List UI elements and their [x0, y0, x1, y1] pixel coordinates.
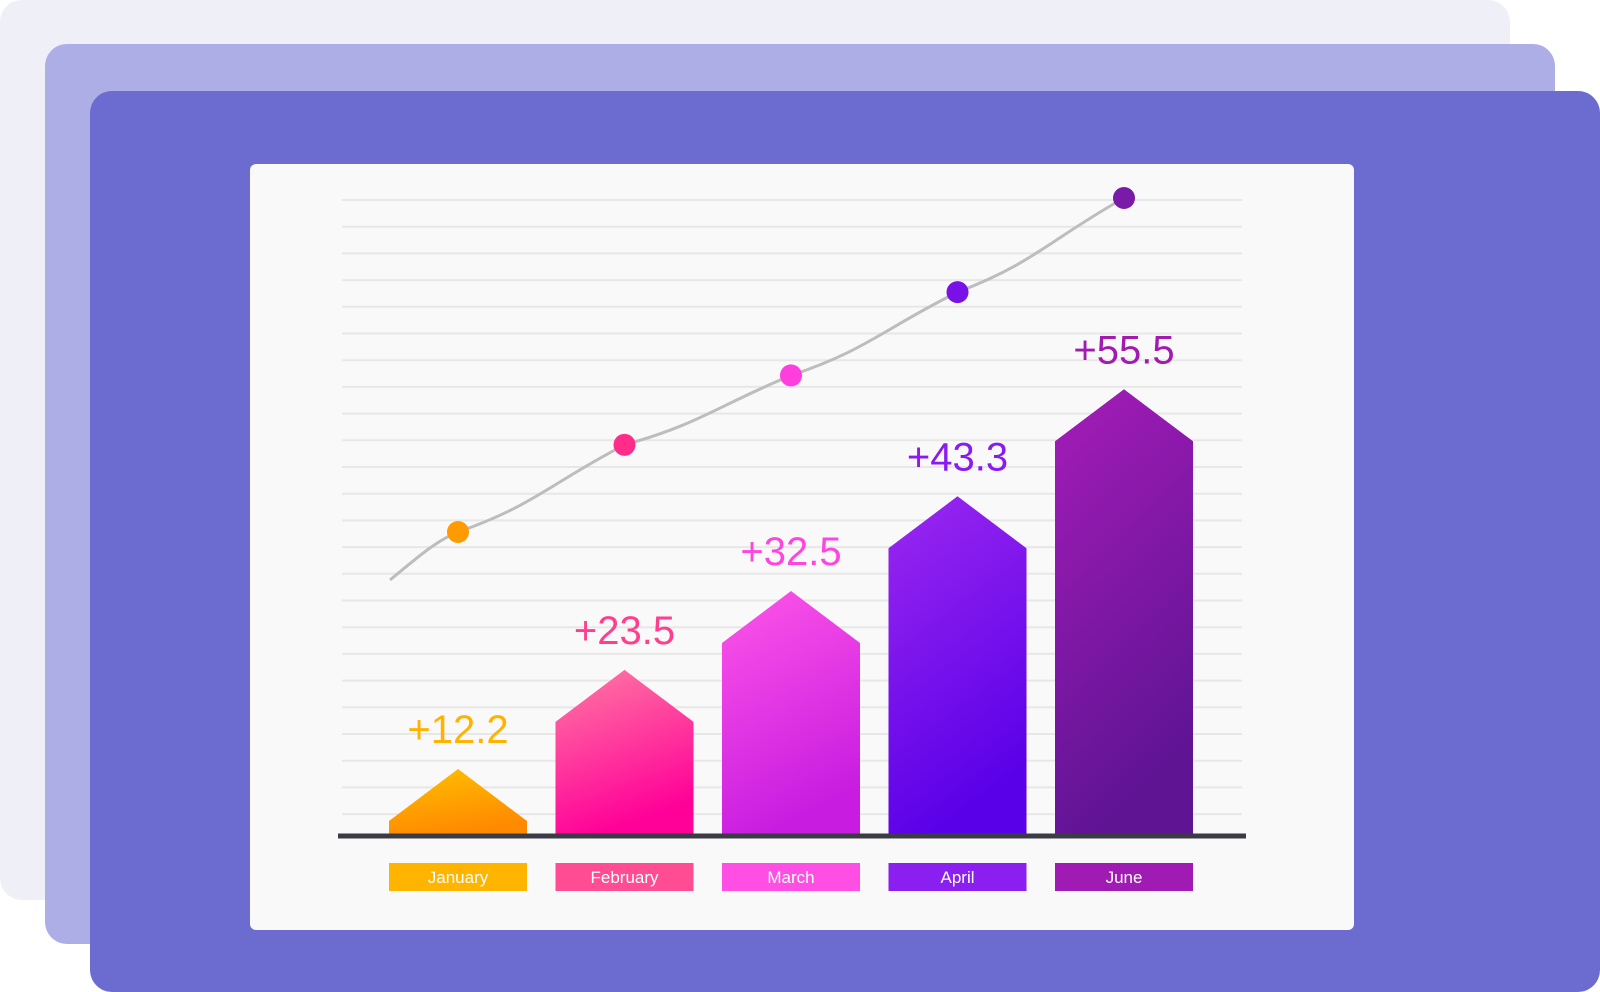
category-tag	[1055, 863, 1193, 891]
trend-point	[780, 364, 802, 387]
category-label: June	[1106, 868, 1143, 887]
bar	[555, 669, 694, 836]
category-label: March	[767, 868, 814, 887]
trend-point	[1113, 187, 1135, 209]
value-label: +55.5	[1073, 328, 1174, 372]
value-labels: +12.2 +23.5 +32.5 +43.3 +55.5	[407, 328, 1174, 752]
bar	[722, 591, 860, 836]
bar	[888, 496, 1027, 836]
value-label: +32.5	[740, 530, 841, 574]
bar-chart: +12.2 +23.5 +32.5 +43.3 +55.5 January Februar…	[338, 187, 1246, 891]
trend-line	[389, 187, 1135, 582]
value-label: +12.2	[407, 708, 508, 752]
category-label: February	[590, 868, 659, 887]
trend-point	[613, 433, 636, 456]
bars	[389, 389, 1193, 836]
bar	[389, 769, 527, 836]
category-tag	[389, 863, 527, 891]
bar	[1055, 389, 1193, 836]
category-tag	[888, 863, 1027, 891]
category-label: January	[428, 868, 489, 887]
trend-point	[447, 521, 469, 543]
value-label: +43.3	[907, 435, 1008, 479]
category-tags: January February March April June	[389, 863, 1193, 891]
category-label: April	[940, 868, 974, 887]
category-tag	[722, 863, 860, 891]
trend-point	[946, 281, 969, 304]
trend-curve	[389, 196, 1125, 582]
chart-card: +12.2 +23.5 +32.5 +43.3 +55.5 January Februar…	[250, 164, 1354, 930]
category-tag	[555, 863, 694, 891]
value-label: +23.5	[574, 609, 675, 653]
